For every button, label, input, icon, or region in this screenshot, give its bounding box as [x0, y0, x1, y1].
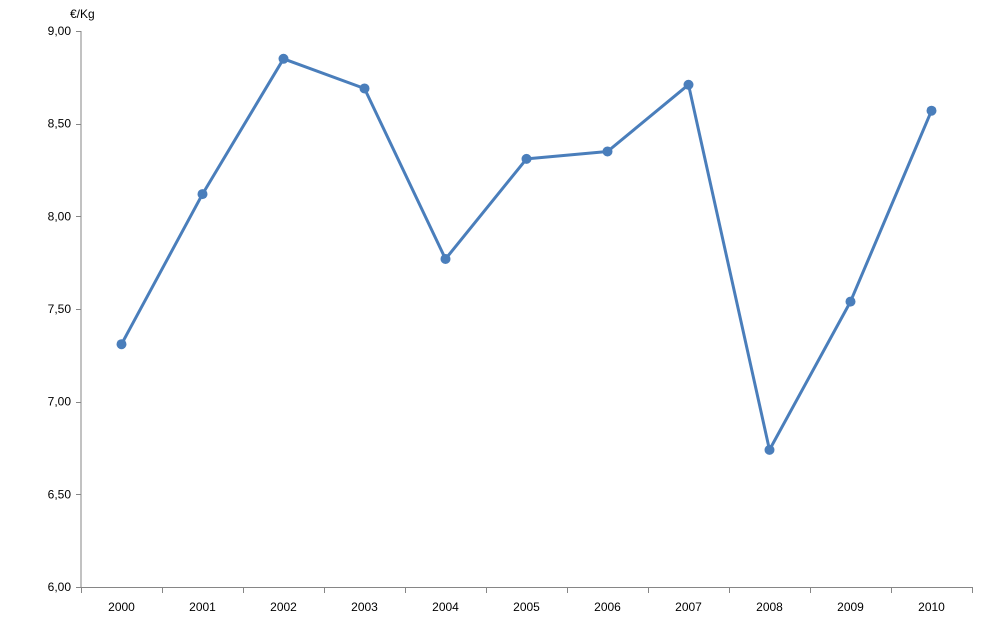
data-point-2002 [278, 53, 289, 64]
y-axis: 6,00 6,50 7,00 7,50 8,00 8,50 9,00 [48, 24, 82, 594]
data-point-2009 [845, 296, 856, 307]
x-tick-label: 2002 [270, 600, 297, 614]
x-tick-label: 2005 [513, 600, 540, 614]
y-tick-label: 7,00 [48, 395, 72, 409]
data-point-2004 [440, 253, 451, 264]
x-axis: 2000 2001 2002 2003 2004 2005 2006 2007 2008 2009… [81, 587, 973, 614]
y-tick-label: 8,00 [48, 209, 72, 223]
data-point-2008 [764, 444, 775, 455]
x-tick-label: 2010 [918, 600, 945, 614]
data-point-2006 [602, 146, 613, 157]
x-tick-label: 2003 [351, 600, 378, 614]
x-tick-label: 2009 [837, 600, 864, 614]
series-group [116, 53, 937, 455]
y-tick-label: 7,50 [48, 302, 72, 316]
x-tick-label: 2007 [675, 600, 702, 614]
x-tick-label: 2006 [594, 600, 621, 614]
data-point-2007 [683, 79, 694, 90]
data-point-2005 [521, 153, 532, 164]
data-point-2003 [359, 83, 370, 94]
data-point-2000 [116, 339, 127, 350]
data-point-2010 [926, 105, 937, 116]
y-tick-label: 9,00 [48, 24, 72, 38]
y-tick-label: 8,50 [48, 117, 72, 131]
x-tick-label: 2001 [189, 600, 216, 614]
x-tick-label: 2000 [108, 600, 135, 614]
y-tick-label: 6,00 [48, 580, 72, 594]
y-axis-unit-label: €/Kg [70, 7, 95, 21]
data-point-2001 [197, 189, 208, 200]
x-tick-label: 2004 [432, 600, 459, 614]
y-tick-label: 6,50 [48, 487, 72, 501]
series-line [120, 57, 933, 452]
x-tick-label: 2008 [756, 600, 783, 614]
